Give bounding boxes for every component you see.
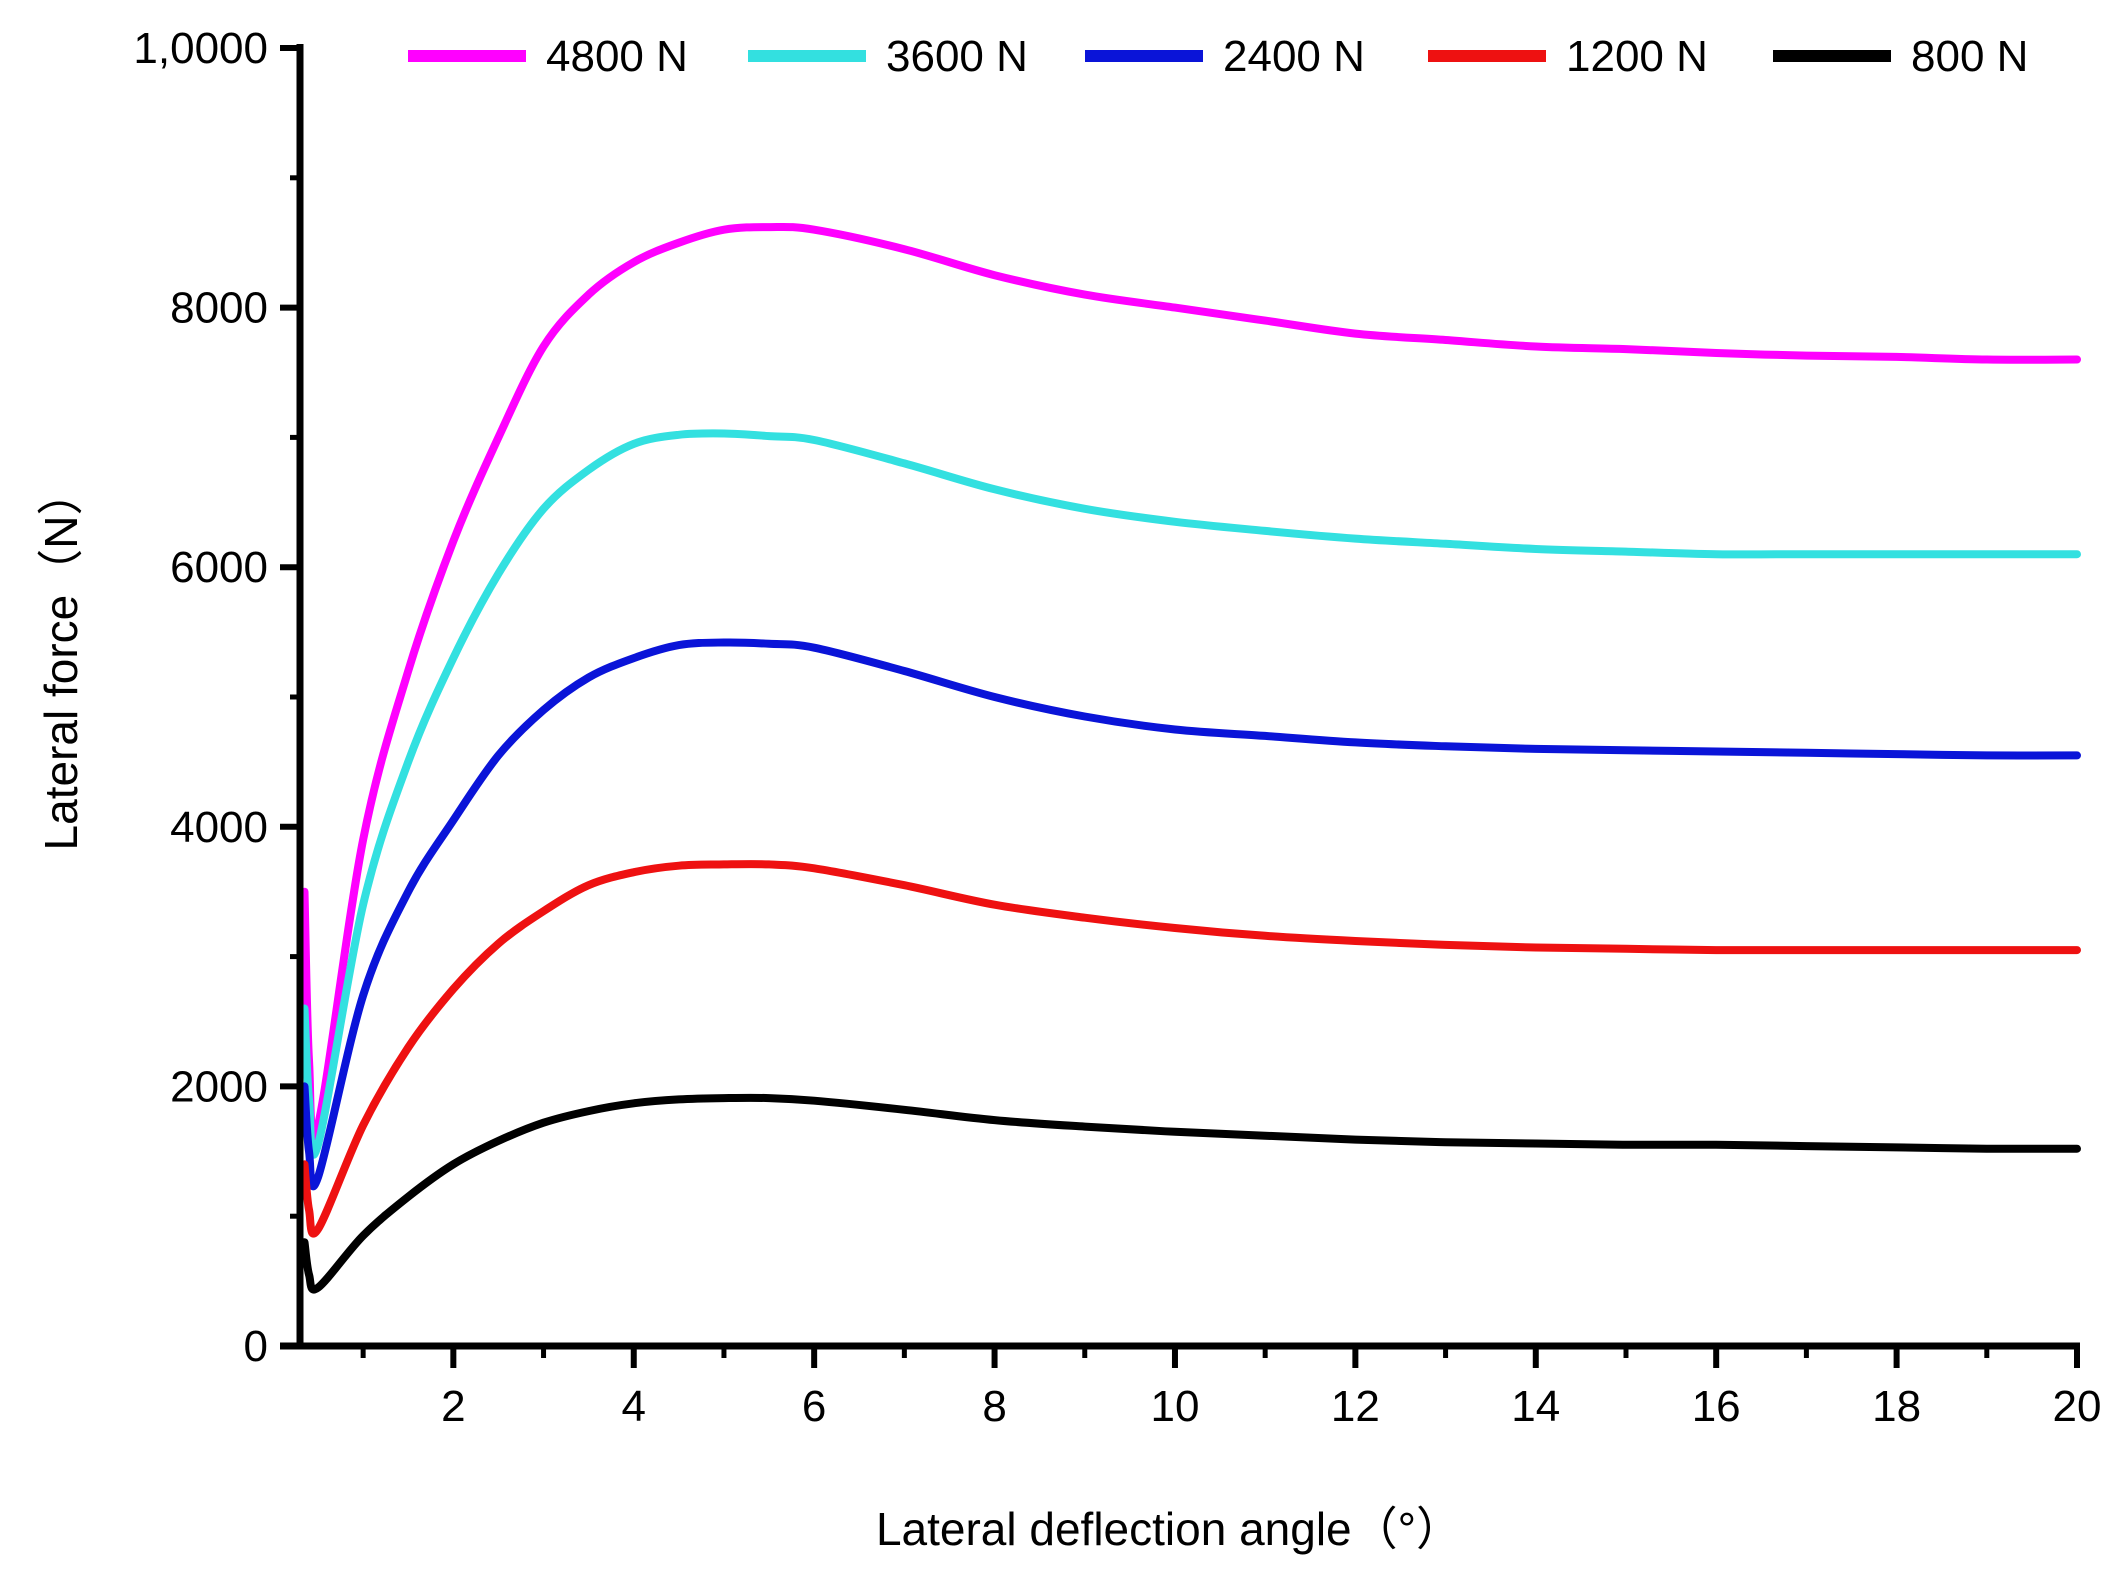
- series-line-4800-n: [300, 222, 2081, 1141]
- x-tick-label: 2: [441, 1382, 465, 1431]
- legend-label-4800-n: 4800 N: [546, 32, 688, 81]
- x-tick-label: 10: [1150, 1382, 1199, 1431]
- legend-label-1200-n: 1200 N: [1566, 32, 1708, 81]
- series-line-1200-n: [300, 860, 2081, 1238]
- y-tick-label: 4000: [170, 803, 268, 852]
- x-tick-label: 18: [1872, 1382, 1921, 1431]
- legend: 4800 N 3600 N 2400 N 1200 N 800 N: [408, 32, 2028, 81]
- series-line-2400-n: [300, 638, 2081, 1191]
- x-tick-label: 16: [1692, 1382, 1741, 1431]
- x-axis-title: Lateral deflection angle（°）: [876, 1503, 1462, 1555]
- x-tick-label: 8: [982, 1382, 1006, 1431]
- y-tick-label: 6000: [170, 543, 268, 592]
- series-line-800-n: [300, 1093, 2081, 1294]
- y-tick-label: 1,0000: [133, 24, 268, 73]
- x-tick-label: 14: [1511, 1382, 1560, 1431]
- legend-label-2400-n: 2400 N: [1223, 32, 1365, 81]
- x-tick-label: 6: [802, 1382, 826, 1431]
- axes-layer: 0 2000 4000 6000 8000 1,0000 2 4 6 8 10 12 14 16 18 20: [133, 24, 2101, 1431]
- y-tick-label: 2000: [170, 1062, 268, 1111]
- x-tick-label: 4: [622, 1382, 646, 1431]
- series-layer: [300, 222, 2081, 1294]
- x-tick-label: 12: [1331, 1382, 1380, 1431]
- legend-label-800-n: 800 N: [1911, 32, 2028, 81]
- y-tick-label: 8000: [170, 284, 268, 333]
- y-tick-label: 0: [244, 1322, 268, 1371]
- series-line-3600-n: [300, 429, 2081, 1159]
- legend-label-3600-n: 3600 N: [886, 32, 1028, 81]
- y-axis-title: Lateral force（N）: [35, 470, 87, 851]
- x-tick-label: 20: [2053, 1382, 2102, 1431]
